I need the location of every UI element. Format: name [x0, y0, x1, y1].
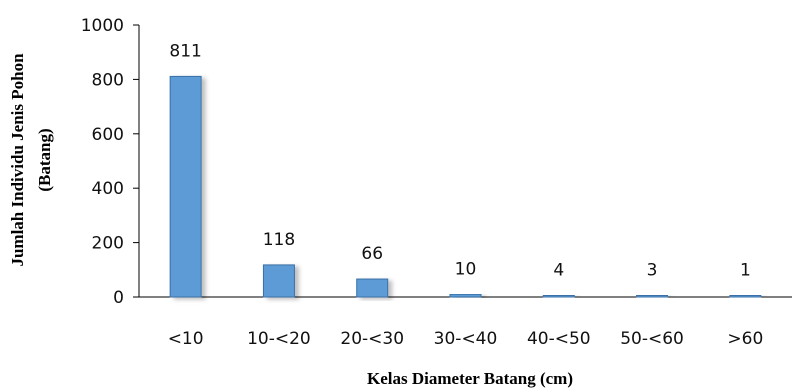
bar-5: [542, 295, 575, 298]
y-tick-label: 800: [92, 70, 124, 90]
bar-6: [636, 295, 669, 298]
x-tick-label: 30-<40: [434, 329, 498, 349]
data-label: 811: [169, 41, 201, 61]
data-label: 3: [647, 261, 658, 281]
bar-3: [356, 278, 389, 298]
x-tick-label: 40-<50: [527, 329, 591, 349]
x-tick-label: <10: [168, 329, 204, 349]
y-tick-label: 600: [92, 125, 124, 145]
bars-group: [169, 75, 762, 298]
y-tick-label: 200: [92, 234, 124, 254]
data-label: 1: [740, 261, 751, 281]
data-label: 118: [263, 230, 295, 250]
x-tick-label: >60: [727, 329, 763, 349]
bar-2: [262, 264, 295, 298]
bar-7: [729, 295, 762, 298]
bar-4: [449, 293, 482, 298]
y-tick-label: 1000: [81, 16, 124, 36]
y-axis-title-line2: (Batang): [35, 128, 54, 191]
x-tick-label: 20-<30: [340, 329, 404, 349]
x-tick-label: 10-<20: [247, 329, 311, 349]
y-axis-title: Jumlah Individu Jenis Pohon (Batang): [8, 53, 54, 267]
y-axis-ticks: 0 200 400 600 800 1000: [81, 16, 139, 308]
data-labels-group: 811 118 66 10 4 3 1: [169, 41, 750, 280]
x-axis-title: Kelas Diameter Batang (cm): [367, 369, 573, 388]
data-label: 10: [455, 259, 477, 279]
data-label: 4: [553, 261, 564, 281]
x-tick-label: 50-<60: [620, 329, 684, 349]
y-tick-label: 0: [113, 288, 124, 308]
data-label: 66: [361, 244, 383, 264]
y-axis-title-line1: Jumlah Individu Jenis Pohon: [8, 53, 27, 267]
bar-1: [169, 75, 202, 298]
y-tick-label: 400: [92, 179, 124, 199]
x-axis-tick-labels: <10 10-<20 20-<30 30-<40 40-<50 50-<60 >60: [168, 329, 764, 349]
